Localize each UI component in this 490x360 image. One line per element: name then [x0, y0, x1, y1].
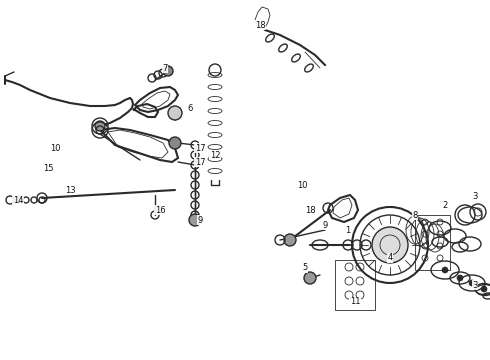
Text: 18: 18	[255, 21, 265, 30]
Text: 3: 3	[472, 192, 478, 201]
Circle shape	[372, 227, 408, 263]
Text: 10: 10	[50, 144, 60, 153]
Circle shape	[95, 121, 105, 131]
Circle shape	[457, 275, 463, 281]
Circle shape	[442, 267, 448, 273]
Text: 12: 12	[210, 150, 220, 159]
Text: 9: 9	[197, 216, 203, 225]
Text: 17: 17	[195, 144, 205, 153]
Circle shape	[163, 66, 173, 76]
Circle shape	[469, 280, 475, 286]
Text: 5: 5	[302, 264, 308, 273]
Text: 8: 8	[412, 211, 417, 220]
Text: 3: 3	[472, 280, 478, 289]
Text: 16: 16	[155, 206, 165, 215]
Circle shape	[284, 234, 296, 246]
Text: 18: 18	[305, 206, 315, 215]
Text: 15: 15	[43, 163, 53, 172]
Text: 9: 9	[322, 220, 328, 230]
Text: 2: 2	[442, 201, 448, 210]
Text: 6: 6	[187, 104, 193, 113]
Text: 17: 17	[195, 158, 205, 166]
Text: 13: 13	[65, 185, 75, 194]
Text: 14: 14	[13, 195, 23, 204]
Text: 1: 1	[345, 225, 351, 234]
Text: 10: 10	[297, 180, 307, 189]
Text: 4: 4	[388, 253, 392, 262]
Circle shape	[168, 106, 182, 120]
Text: 11: 11	[350, 297, 360, 306]
Circle shape	[169, 137, 181, 149]
Circle shape	[189, 214, 201, 226]
Text: 7: 7	[162, 63, 168, 72]
Circle shape	[481, 286, 487, 292]
Circle shape	[304, 272, 316, 284]
